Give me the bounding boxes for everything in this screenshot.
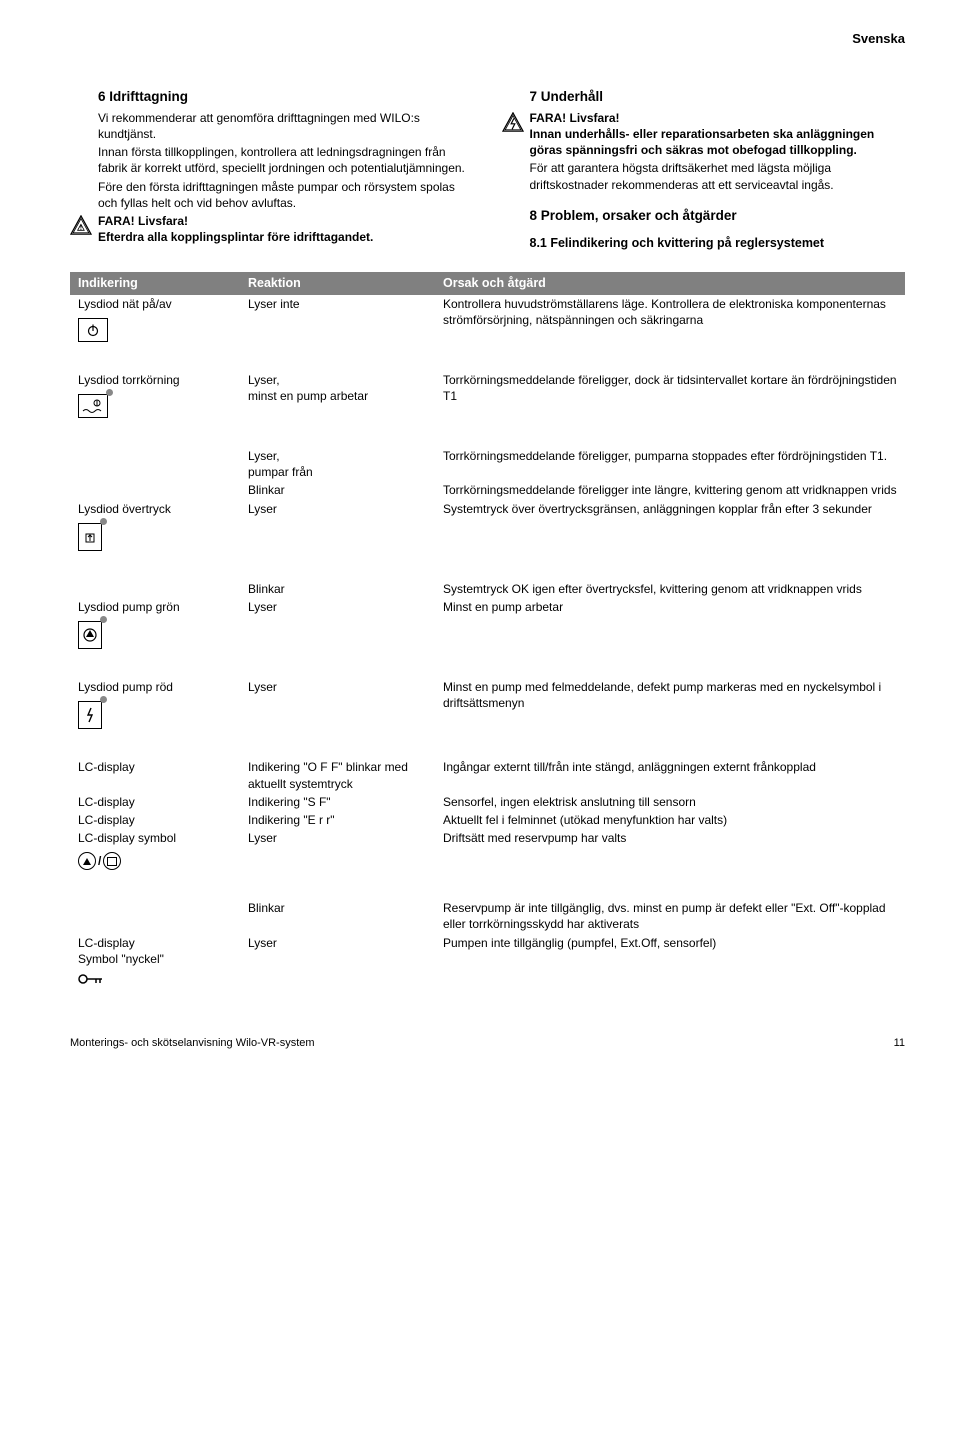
- fara-heading-left: FARA! Livsfara!: [98, 213, 474, 229]
- table-row: LC-display Indikering "O F F" blinkar me…: [70, 758, 905, 792]
- right-column: 7 Underhåll FARA! Livsfara! Innan underh…: [502, 88, 906, 256]
- cell-orsak: Ingångar externt till/från inte stängd, …: [443, 759, 897, 775]
- pump-green-icon: [78, 621, 102, 649]
- svg-text:⚠: ⚠: [77, 222, 85, 232]
- table-row: LC-display Indikering "S F" Sensorfel, i…: [70, 793, 905, 811]
- table-group-2: Lysdiod torrkörning Lyser, minst en pump…: [70, 371, 905, 419]
- pump-red-icon: [78, 701, 102, 729]
- table-row: Lysdiod nät på/av Lyser inte Kontrollera…: [70, 295, 905, 343]
- cell-indikering: LC-display: [78, 759, 248, 775]
- footer-page-number: 11: [894, 1036, 905, 1051]
- table-row: Lysdiod övertryck Lyser Systemtryck över…: [70, 500, 905, 552]
- page-footer: Monterings- och skötselanvisning Wilo-VR…: [70, 1036, 905, 1051]
- left-column: 6 Idrifttagning Vi rekommenderar att gen…: [70, 88, 474, 256]
- cell-reaktion: Blinkar: [248, 900, 443, 916]
- th-reaktion: Reaktion: [248, 275, 443, 292]
- table-row: LC-display Symbol "nyckel" Lyser Pumpen …: [70, 934, 905, 986]
- cell-reaktion: Indikering "S F": [248, 794, 443, 810]
- power-icon: [78, 318, 108, 342]
- cell-reaktion: Indikering "O F F" blinkar med aktuellt …: [248, 759, 443, 791]
- table-group-7: Blinkar Reservpump är inte tillgänglig, …: [70, 899, 905, 986]
- table-header: Indikering Reaktion Orsak och åtgärd: [70, 272, 905, 295]
- cell-reaktion: Indikering "E r r": [248, 812, 443, 828]
- cell-orsak: Pumpen inte tillgänglig (pumpfel, Ext.Of…: [443, 935, 897, 951]
- table-row: Lysdiod pump röd Lyser Minst en pump med…: [70, 678, 905, 730]
- fara-p2-right: För att garantera högsta driftsäkerhet m…: [530, 160, 906, 192]
- cell-reaktion: Lyser: [248, 935, 443, 951]
- cell-reaktion: Lyser: [248, 679, 443, 695]
- section-7-heading: 7 Underhåll: [530, 88, 906, 106]
- table-group-1: Lysdiod nät på/av Lyser inte Kontrollera…: [70, 295, 905, 343]
- intro-columns: 6 Idrifttagning Vi rekommenderar att gen…: [70, 88, 905, 256]
- cell-reaktion: Lyser, minst en pump arbetar: [248, 372, 443, 404]
- th-indikering: Indikering: [78, 275, 248, 292]
- section-6-p2: Innan första tillkopplingen, kontrollera…: [98, 144, 474, 176]
- cell-indikering: Lysdiod torrkörning: [78, 372, 248, 388]
- warning-electric-icon: [502, 112, 524, 132]
- table-row: Lysdiod pump grön Lyser Minst en pump ar…: [70, 598, 905, 650]
- language-header: Svenska: [70, 30, 905, 48]
- cell-indikering: LC-display: [78, 812, 248, 828]
- cell-orsak: Aktuellt fel i felminnet (utökad menyfun…: [443, 812, 897, 828]
- fara-p1-right: Innan underhålls- eller reparationsarbet…: [530, 126, 906, 158]
- table-row: Lyser, pumpar från Torrkörningsmeddeland…: [70, 447, 905, 481]
- table-row: Blinkar Systemtryck OK igen efter övertr…: [70, 580, 905, 598]
- cell-reaktion: Blinkar: [248, 581, 443, 597]
- cell-orsak: Systemtryck över övertrycksgränsen, anlä…: [443, 501, 897, 517]
- fara-heading-right: FARA! Livsfara!: [530, 110, 906, 126]
- table-row: Blinkar Torrkörningsmeddelande föreligge…: [70, 481, 905, 499]
- cell-indikering: Lysdiod övertryck: [78, 501, 248, 517]
- cell-orsak: Systemtryck OK igen efter övertrycksfel,…: [443, 581, 897, 597]
- cell-orsak: Kontrollera huvudströmställarens läge. K…: [443, 296, 897, 328]
- cell-orsak: Torrkörningsmeddelande föreligger inte l…: [443, 482, 897, 498]
- cell-indikering: LC-display Symbol "nyckel": [78, 935, 248, 967]
- cell-orsak: Minst en pump arbetar: [443, 599, 897, 615]
- pump-symbol-pair-icon: /: [78, 852, 248, 870]
- fara-text-left: Efterdra alla kopplingsplintar före idri…: [98, 229, 474, 245]
- cell-orsak: Minst en pump med felmeddelande, defekt …: [443, 679, 897, 711]
- warning-triangle-icon: ⚠: [70, 215, 92, 235]
- cell-orsak: Reservpump är inte tillgänglig, dvs. min…: [443, 900, 897, 932]
- cell-indikering: LC-display: [78, 794, 248, 810]
- cell-orsak: Torrkörningsmeddelande föreligger, dock …: [443, 372, 897, 404]
- dryrun-icon: [78, 394, 108, 418]
- footer-doc-title: Monterings- och skötselanvisning Wilo-VR…: [70, 1036, 315, 1051]
- table-row: LC-display Indikering "E r r" Aktuellt f…: [70, 811, 905, 829]
- overpressure-icon: [78, 523, 102, 551]
- cell-orsak: Driftsätt med reservpump har valts: [443, 830, 897, 846]
- table-row: Blinkar Reservpump är inte tillgänglig, …: [70, 899, 905, 933]
- cell-reaktion: Blinkar: [248, 482, 443, 498]
- cell-indikering: Lysdiod pump grön: [78, 599, 248, 615]
- cell-reaktion: Lyser: [248, 830, 443, 846]
- section-6-heading: 6 Idrifttagning: [98, 88, 474, 106]
- table-group-4: Blinkar Systemtryck OK igen efter övertr…: [70, 580, 905, 650]
- cell-orsak: Sensorfel, ingen elektrisk anslutning ti…: [443, 794, 897, 810]
- section-81-heading: 8.1 Felindikering och kvittering på regl…: [530, 235, 906, 252]
- th-orsak: Orsak och åtgärd: [443, 275, 897, 292]
- cell-reaktion: Lyser: [248, 599, 443, 615]
- section-6-p1: Vi rekommenderar att genomföra drifttagn…: [98, 110, 474, 142]
- cell-indikering: Lysdiod pump röd: [78, 679, 248, 695]
- section-8-heading: 8 Problem, orsaker och åtgärder: [530, 207, 906, 225]
- key-icon: [78, 973, 248, 985]
- cell-orsak: Torrkörningsmeddelande föreligger, pumpa…: [443, 448, 897, 464]
- table-row: Lysdiod torrkörning Lyser, minst en pump…: [70, 371, 905, 419]
- section-6-p3: Före den första idrifttagningen måste pu…: [98, 179, 474, 211]
- cell-reaktion: Lyser inte: [248, 296, 443, 312]
- cell-reaktion: Lyser: [248, 501, 443, 517]
- table-group-6: LC-display Indikering "O F F" blinkar me…: [70, 758, 905, 871]
- table-group-3: Lyser, pumpar från Torrkörningsmeddeland…: [70, 447, 905, 552]
- table-row: LC-display symbol / Lyser Driftsätt med …: [70, 829, 905, 871]
- cell-reaktion: Lyser, pumpar från: [248, 448, 443, 480]
- cell-indikering: Lysdiod nät på/av: [78, 296, 248, 312]
- table-group-5: Lysdiod pump röd Lyser Minst en pump med…: [70, 678, 905, 730]
- cell-indikering: LC-display symbol: [78, 830, 248, 846]
